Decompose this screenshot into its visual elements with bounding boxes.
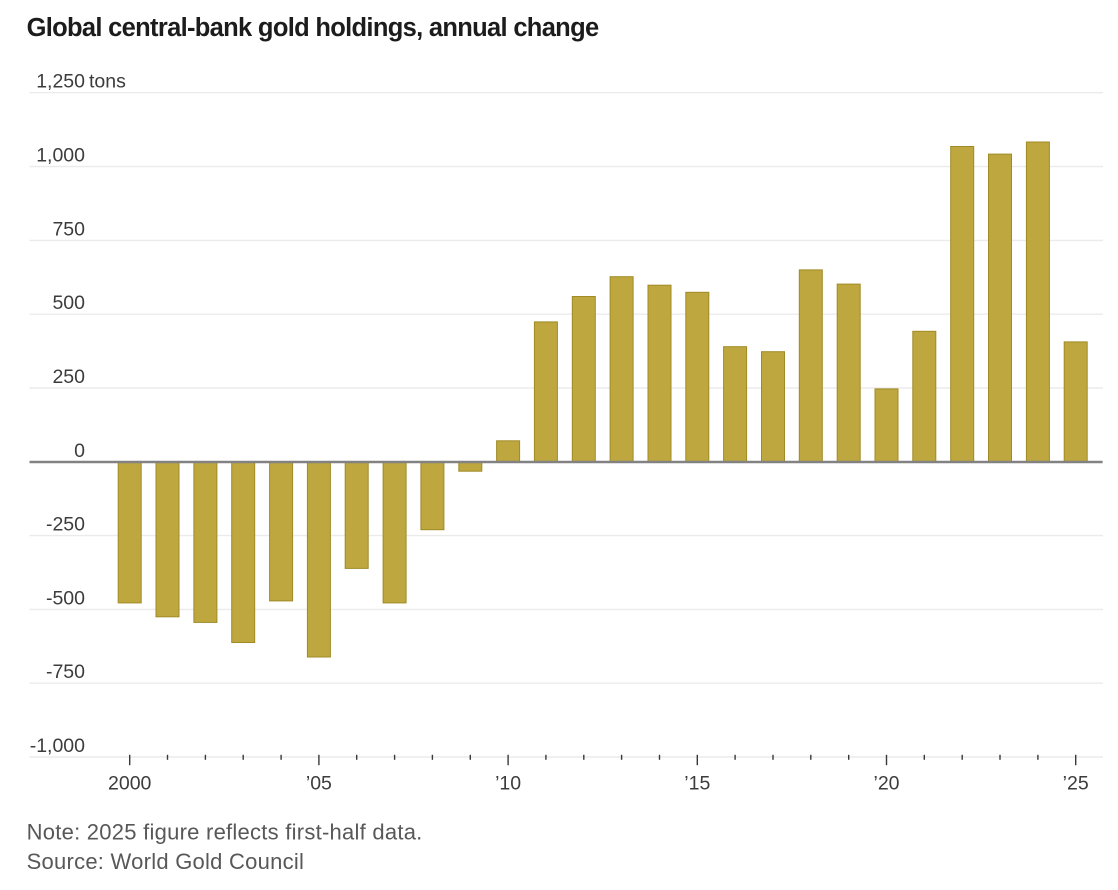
svg-text:-750: -750 [46, 661, 85, 683]
svg-text:tons: tons [89, 71, 126, 93]
svg-text:1,000: 1,000 [36, 145, 85, 167]
svg-text:’20: ’20 [873, 773, 899, 795]
svg-text:’05: ’05 [306, 773, 332, 795]
svg-text:1,250: 1,250 [36, 71, 85, 93]
svg-text:’25: ’25 [1063, 773, 1089, 795]
svg-text:0: 0 [74, 440, 85, 462]
svg-text:750: 750 [52, 218, 85, 240]
svg-text:Source: World Gold Council: Source: World Gold Council [27, 849, 305, 874]
svg-text:Note: 2025 figure reflects fir: Note: 2025 figure reflects first-half da… [27, 820, 423, 845]
svg-text:500: 500 [52, 292, 85, 314]
svg-text:Global central-bank gold holdi: Global central-bank gold holdings, annua… [27, 14, 599, 42]
svg-text:-1,000: -1,000 [30, 735, 85, 757]
svg-text:’10: ’10 [495, 773, 521, 795]
svg-text:250: 250 [52, 366, 85, 388]
svg-text:2000: 2000 [108, 773, 152, 795]
svg-text:-500: -500 [46, 587, 85, 609]
svg-text:-250: -250 [46, 514, 85, 536]
svg-text:’15: ’15 [684, 773, 710, 795]
